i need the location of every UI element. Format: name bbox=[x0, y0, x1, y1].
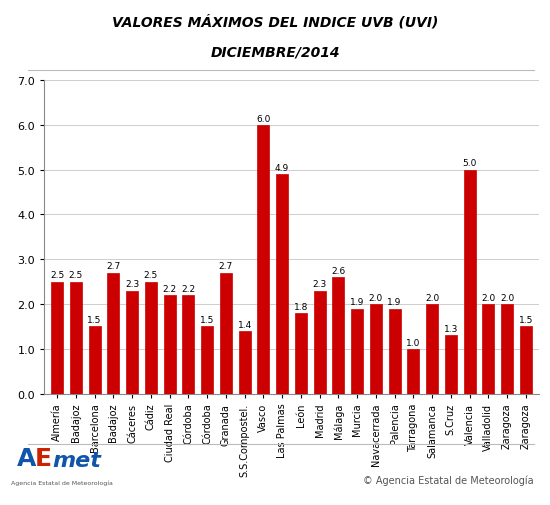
Bar bbox=[201, 327, 213, 394]
Bar bbox=[51, 282, 63, 394]
Bar bbox=[89, 327, 101, 394]
Text: 2.6: 2.6 bbox=[331, 266, 345, 275]
Text: 4.9: 4.9 bbox=[275, 164, 289, 173]
Bar bbox=[482, 305, 494, 394]
Bar bbox=[501, 305, 513, 394]
Text: 2.2: 2.2 bbox=[182, 284, 195, 293]
Text: met: met bbox=[53, 449, 102, 470]
Text: 1.0: 1.0 bbox=[406, 338, 421, 347]
Bar bbox=[220, 273, 232, 394]
Bar bbox=[70, 282, 82, 394]
Text: 2.0: 2.0 bbox=[368, 293, 383, 302]
Bar bbox=[464, 170, 476, 394]
Bar bbox=[314, 291, 326, 394]
Bar bbox=[145, 282, 157, 394]
Text: 1.3: 1.3 bbox=[444, 325, 458, 333]
Text: 6.0: 6.0 bbox=[256, 114, 271, 123]
Text: 2.5: 2.5 bbox=[144, 271, 158, 280]
Text: Agencia Estatal de Meteorología: Agencia Estatal de Meteorología bbox=[11, 479, 113, 485]
Bar bbox=[351, 309, 363, 394]
Text: 1.9: 1.9 bbox=[387, 297, 402, 307]
Text: 2.5: 2.5 bbox=[69, 271, 83, 280]
Text: 2.5: 2.5 bbox=[50, 271, 64, 280]
Text: VALORES MÁXIMOS DEL INDICE UVB (UVI): VALORES MÁXIMOS DEL INDICE UVB (UVI) bbox=[112, 15, 438, 30]
Bar bbox=[426, 305, 438, 394]
Text: 2.3: 2.3 bbox=[312, 280, 327, 289]
Bar bbox=[182, 295, 195, 394]
Bar bbox=[408, 349, 420, 394]
Bar bbox=[332, 278, 344, 394]
Bar bbox=[370, 305, 382, 394]
Text: 1.4: 1.4 bbox=[238, 320, 252, 329]
Bar bbox=[107, 273, 119, 394]
Text: DICIEMBRE/2014: DICIEMBRE/2014 bbox=[210, 45, 340, 60]
Text: 1.5: 1.5 bbox=[87, 316, 102, 325]
Text: 2.3: 2.3 bbox=[125, 280, 139, 289]
Text: 2.7: 2.7 bbox=[219, 262, 233, 271]
Bar bbox=[276, 175, 288, 394]
Bar bbox=[239, 331, 251, 394]
Bar bbox=[388, 309, 401, 394]
Text: 1.5: 1.5 bbox=[519, 316, 533, 325]
Text: 2.2: 2.2 bbox=[163, 284, 177, 293]
Text: 1.5: 1.5 bbox=[200, 316, 214, 325]
Bar bbox=[257, 126, 270, 394]
Text: 2.0: 2.0 bbox=[425, 293, 439, 302]
Text: © Agencia Estatal de Meteorología: © Agencia Estatal de Meteorología bbox=[363, 474, 534, 485]
Text: 2.0: 2.0 bbox=[481, 293, 496, 302]
Text: E: E bbox=[35, 446, 52, 470]
Text: 5.0: 5.0 bbox=[463, 159, 477, 168]
Text: 1.9: 1.9 bbox=[350, 297, 364, 307]
Text: 2.7: 2.7 bbox=[106, 262, 120, 271]
Bar bbox=[163, 295, 175, 394]
Text: 1.8: 1.8 bbox=[294, 302, 308, 311]
Text: A: A bbox=[16, 446, 36, 470]
Bar bbox=[445, 336, 457, 394]
Text: 2.0: 2.0 bbox=[500, 293, 514, 302]
Bar bbox=[126, 291, 138, 394]
Bar bbox=[295, 314, 307, 394]
Bar bbox=[520, 327, 532, 394]
